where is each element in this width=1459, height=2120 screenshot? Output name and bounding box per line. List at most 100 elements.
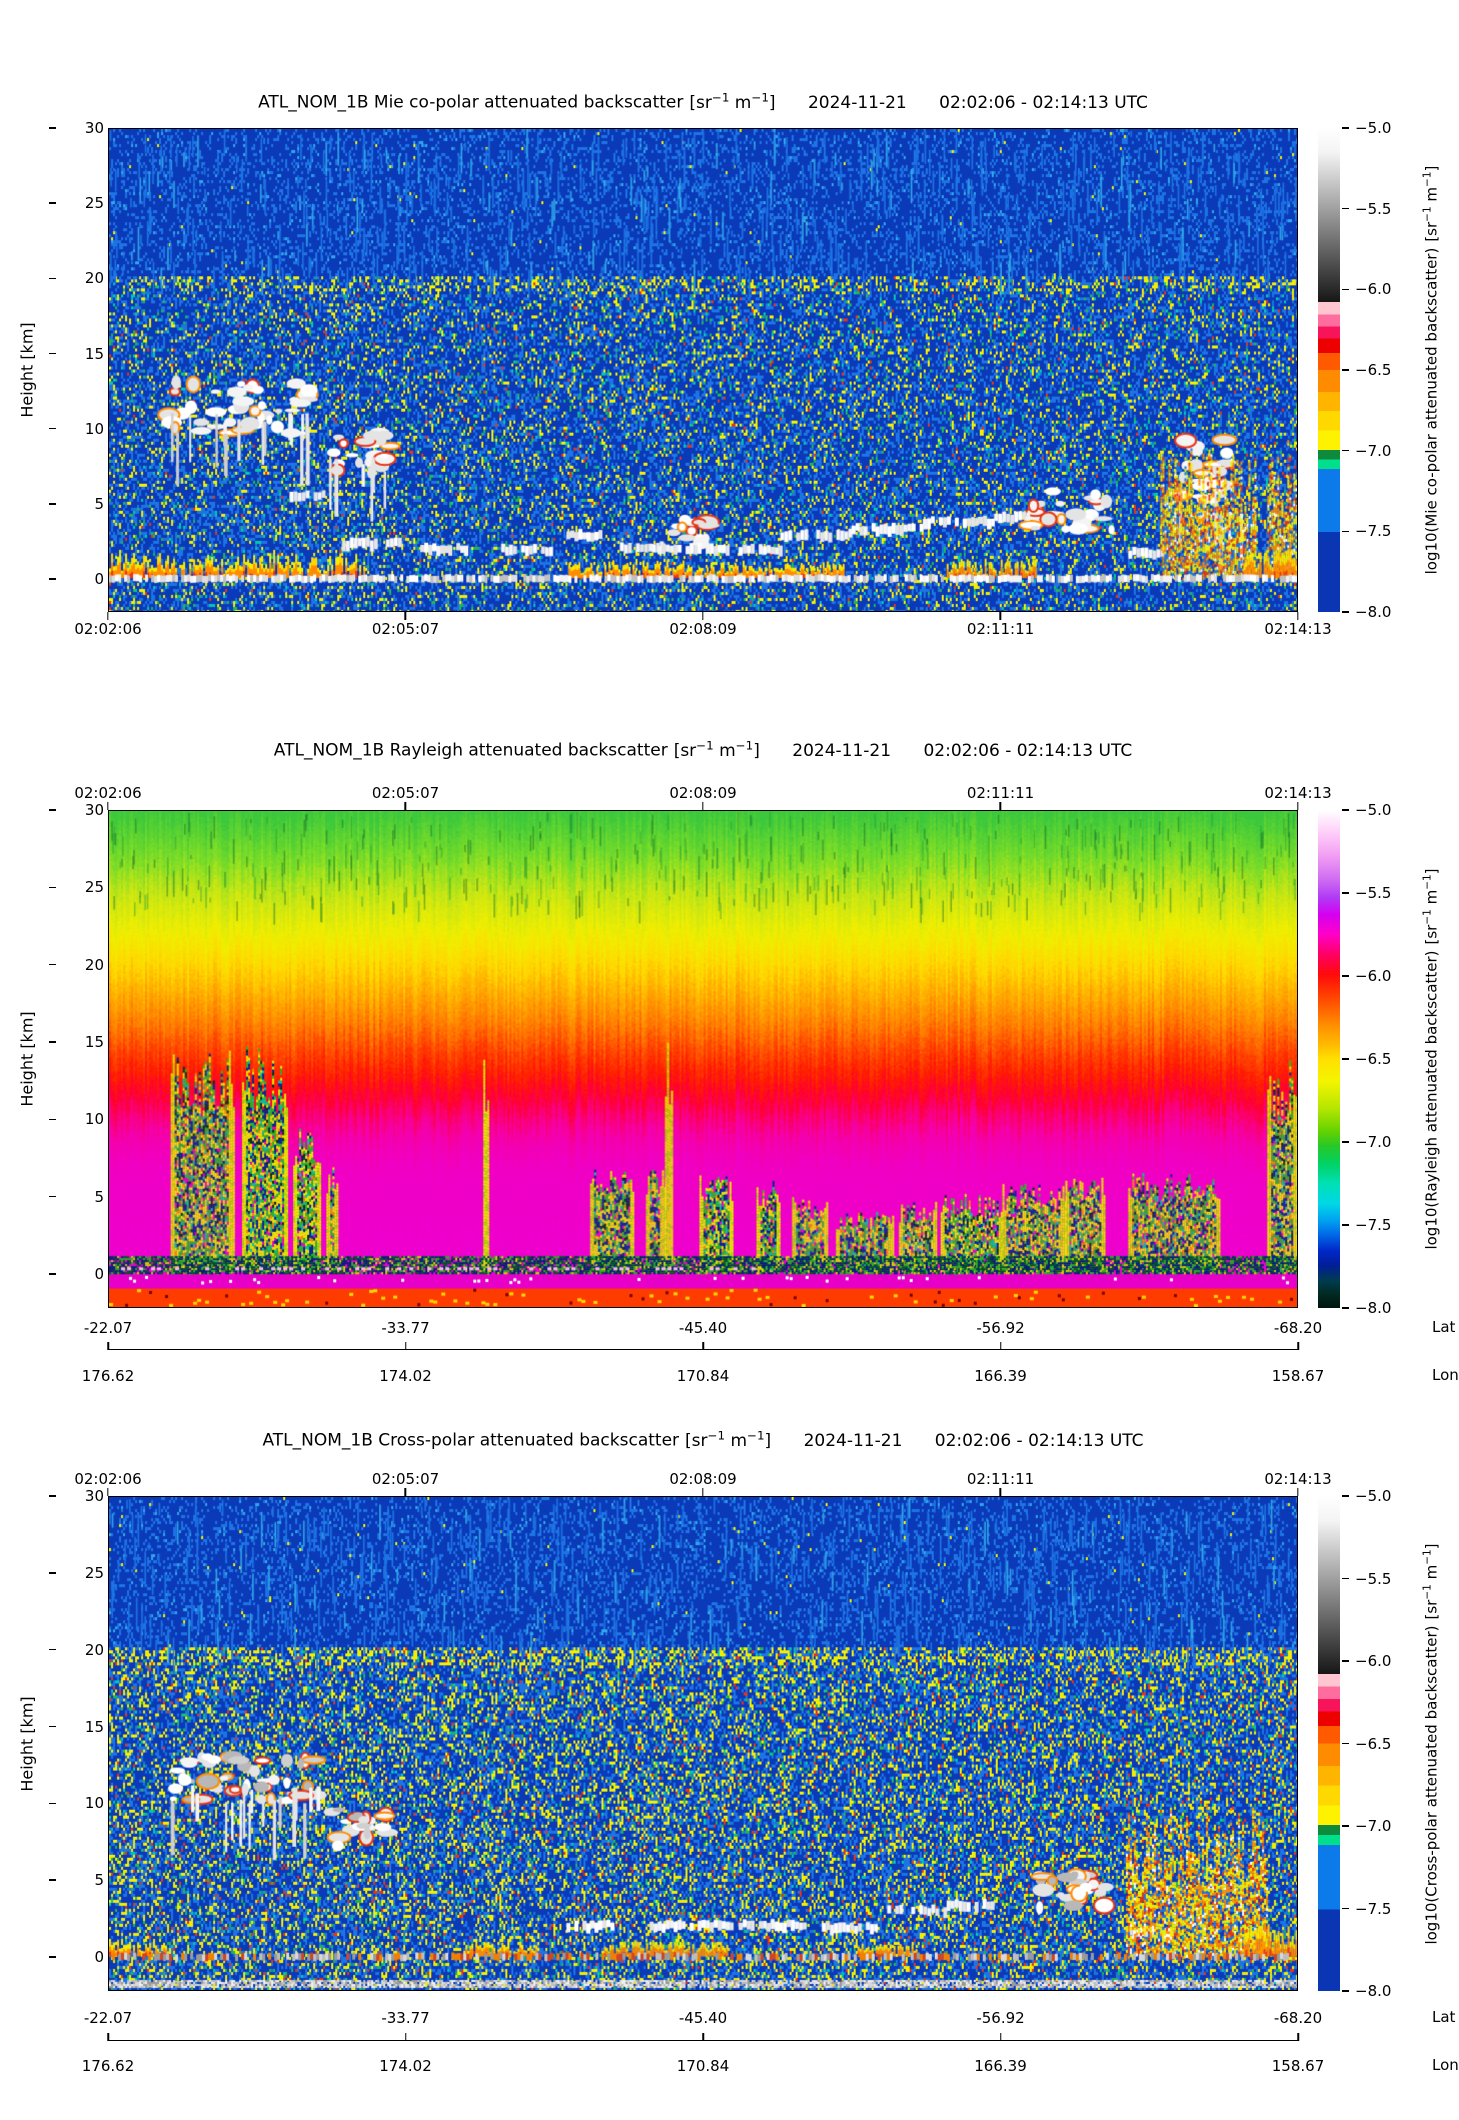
panel1-title-text: ATL_NOM_1B Mie co-polar attenuated backs… [258,92,684,113]
tick: −5.0 [1342,119,1391,137]
tick-label: 176.62 [81,2057,135,2075]
tick: 02:11:11 [967,784,1034,810]
tick-mark [404,612,407,620]
tick-label: 174.02 [379,2057,432,2075]
tick: -45.40 [679,2008,727,2027]
panel2-time-axis: 02:02:06 02:05:07 02:08:09 02:11:11 02:14:13 [74,784,1332,810]
panel2-colorbar-label: log10(Rayleigh attenuated backscatter)[s… [1421,868,1441,1250]
tick-label: −7.5 [1355,1899,1392,1918]
tick-label: 02:14:13 [1264,1470,1332,1488]
tick: 0 [49,570,108,588]
tick-label: 25 [84,194,104,213]
tick-label: −8.0 [1355,1982,1392,2000]
tick-label: 0 [94,1265,104,1283]
tick-mark [1342,127,1349,129]
tick-mark [49,1802,56,1805]
tick-mark [1342,892,1349,894]
tick-label: 02:08:09 [669,620,737,638]
tick-label: −6.0 [1355,1652,1392,1670]
tick-label: 20 [84,1640,104,1659]
tick: 158.67 [1272,1366,1325,1385]
tick: −7.5 [1342,1900,1391,1918]
tick-mark [49,202,56,204]
tick-label: 02:05:07 [371,1470,440,1488]
tick: −5.5 [1342,200,1391,218]
tick: 20 [49,956,108,974]
tick-mark [1297,802,1299,810]
tick: 15 [49,345,108,363]
tick-mark [1342,1307,1349,1309]
panel3-ylabel: Height [km] [17,1695,37,1792]
tick: 02:08:09 [669,1470,737,1496]
tick-label: 02:14:13 [1264,620,1332,638]
tick: 10 [49,420,108,438]
tick-label: −5.0 [1355,119,1392,137]
tick-mark [1297,1341,1299,1350]
panel3-heatmap-canvas [109,1497,1297,1990]
tick-mark [1342,1224,1349,1226]
tick: -22.07 [84,2008,132,2027]
tick-mark [1342,1495,1349,1497]
panel2-title-unit: [sr−1 m−1] [673,738,760,761]
panel2-plot [108,810,1298,1308]
tick-mark [49,1725,56,1728]
panel1-title-timespan: 02:02:06 - 02:14:13 UTC [939,92,1148,113]
tick-mark [49,578,56,580]
tick: 02:02:06 [74,784,142,810]
panel1-colorbar [1318,128,1340,612]
tick: 20 [49,269,108,287]
tick-label: 15 [84,1717,104,1736]
tick: 5 [49,1188,108,1206]
tick-mark [1342,1825,1349,1827]
tick-label: −6.5 [1355,1734,1392,1753]
tick-mark [999,802,1002,810]
panel1-colorbar-ticks: −5.0 −5.5 −6.0 −6.5 −7.0 −7.5 −8.0 [1342,119,1412,621]
tick: -56.92 [976,1318,1024,1337]
tick-mark [49,1648,56,1651]
tick-mark [999,1341,1002,1350]
tick-label: 5 [94,1187,104,1206]
tick-mark [49,127,56,129]
tick-mark [49,1041,56,1043]
tick-label: −5.5 [1355,1569,1392,1588]
tick: 02:02:06 [74,1470,142,1496]
tick-label: 170.84 [676,2057,730,2075]
panel2-geo-axis-line [107,1341,1299,1350]
tick: 158.67 [1272,2056,1325,2075]
tick-mark [1342,1058,1349,1060]
tick-label: -56.92 [976,2009,1025,2027]
tick-label: 15 [84,344,104,363]
panel2-ylabel: Height [km] [17,1011,37,1107]
panel2-colorbar-ticks: −5.0 −5.5 −6.0 −6.5 −7.0 −7.5 −8.0 [1342,801,1412,1317]
panel1-heatmap-canvas [109,129,1297,611]
tick: 174.02 [379,1366,432,1385]
tick-mark [1342,288,1349,291]
tick: 15 [49,1033,108,1051]
tick: −7.0 [1342,1817,1391,1835]
panel3-lat-labels: -22.07 -33.77 -45.40 -56.92 -68.20 [84,2008,1322,2027]
tick-label: 02:08:09 [669,784,737,802]
tick-mark [1297,2032,1299,2041]
panel3-title-unit: [sr−1 m−1] [685,1428,772,1451]
panel3-colorbar-label: log10(Cross-polar attenuated backscatter… [1421,1542,1441,1945]
panel3-geo-axis-line [107,2032,1299,2041]
tick: 02:14:13 [1264,1470,1332,1496]
tick-label: 174.02 [379,1367,432,1385]
tick-mark [1342,1141,1349,1143]
tick-label: 30 [84,119,104,137]
tick: -45.40 [679,1318,727,1337]
tick-mark [49,1195,56,1198]
panel3-lon-suffix: Lon [1432,2056,1459,2074]
tick: 174.02 [379,2056,432,2075]
tick: 25 [49,1564,108,1582]
tick-label: −6.0 [1355,280,1392,299]
tick-label: −5.5 [1355,199,1392,218]
tick-label: 25 [84,1563,104,1582]
tick: 02:05:07 [372,784,439,810]
panel2-title: ATL_NOM_1B Rayleigh attenuated backscatt… [108,738,1298,761]
panel1-plot [108,128,1298,612]
tick-label: 30 [84,1487,104,1505]
tick-label: 02:11:11 [966,784,1035,802]
tick-label: 02:11:11 [966,1470,1035,1488]
panel3-title-date: 2024-11-21 [803,1430,903,1451]
